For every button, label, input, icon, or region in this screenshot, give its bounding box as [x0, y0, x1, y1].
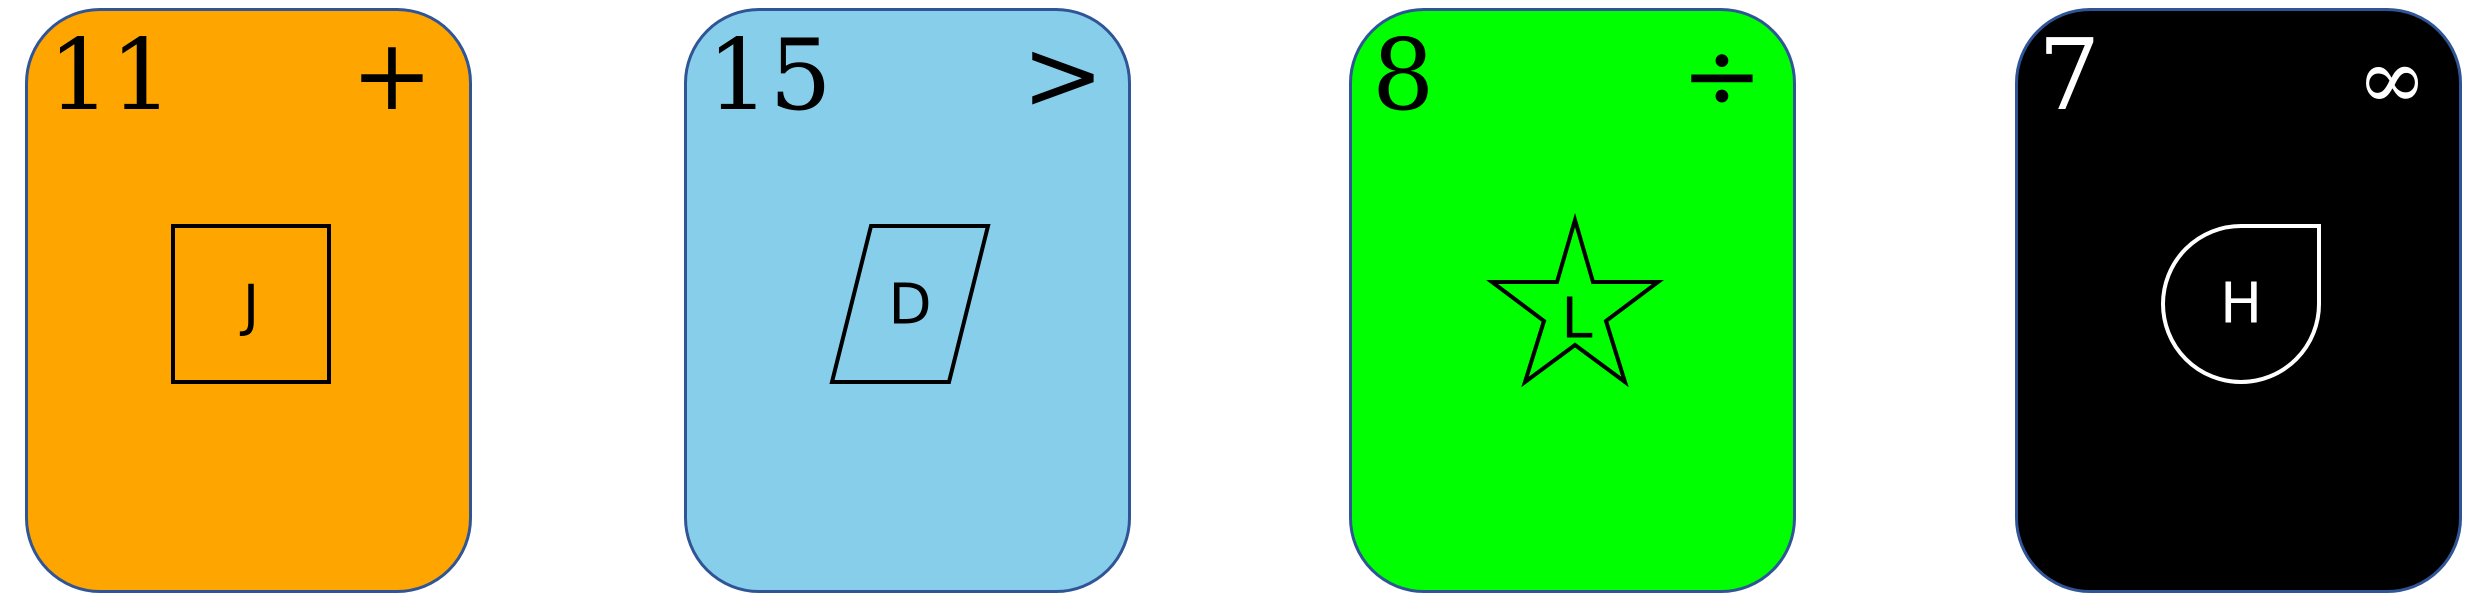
teardrop-shape: H [2161, 224, 2321, 384]
card-8-divide[interactable]: 8 ÷ L [1349, 8, 1796, 593]
card-7-infinity[interactable]: 7 ∞ H [2015, 8, 2462, 593]
card-number: 7 [2038, 19, 2101, 133]
square-outline [171, 224, 331, 384]
card-number: 15 [707, 19, 832, 133]
parallelogram-shape: D [829, 224, 991, 384]
star-shape: L [1486, 212, 1664, 388]
plus-symbol: + [350, 19, 433, 133]
teardrop-outline [2161, 224, 2321, 384]
card-number: 8 [1372, 19, 1435, 133]
card-letter: D [888, 273, 931, 338]
square-shape: J [171, 224, 331, 384]
divide-symbol: ÷ [1680, 19, 1763, 133]
card-number: 11 [48, 19, 173, 133]
card-15-greater-than[interactable]: 15 > D [684, 8, 1131, 593]
greater-than-symbol: > [1021, 19, 1104, 133]
parallelogram-outline [829, 224, 991, 384]
star-outline [1486, 212, 1664, 388]
card-11-plus[interactable]: 11 + J [25, 8, 472, 593]
card-letter: H [2220, 272, 2262, 337]
infinity-symbol: ∞ [2357, 30, 2427, 128]
card-letter: J [240, 274, 260, 339]
card-letter: L [1561, 287, 1592, 352]
